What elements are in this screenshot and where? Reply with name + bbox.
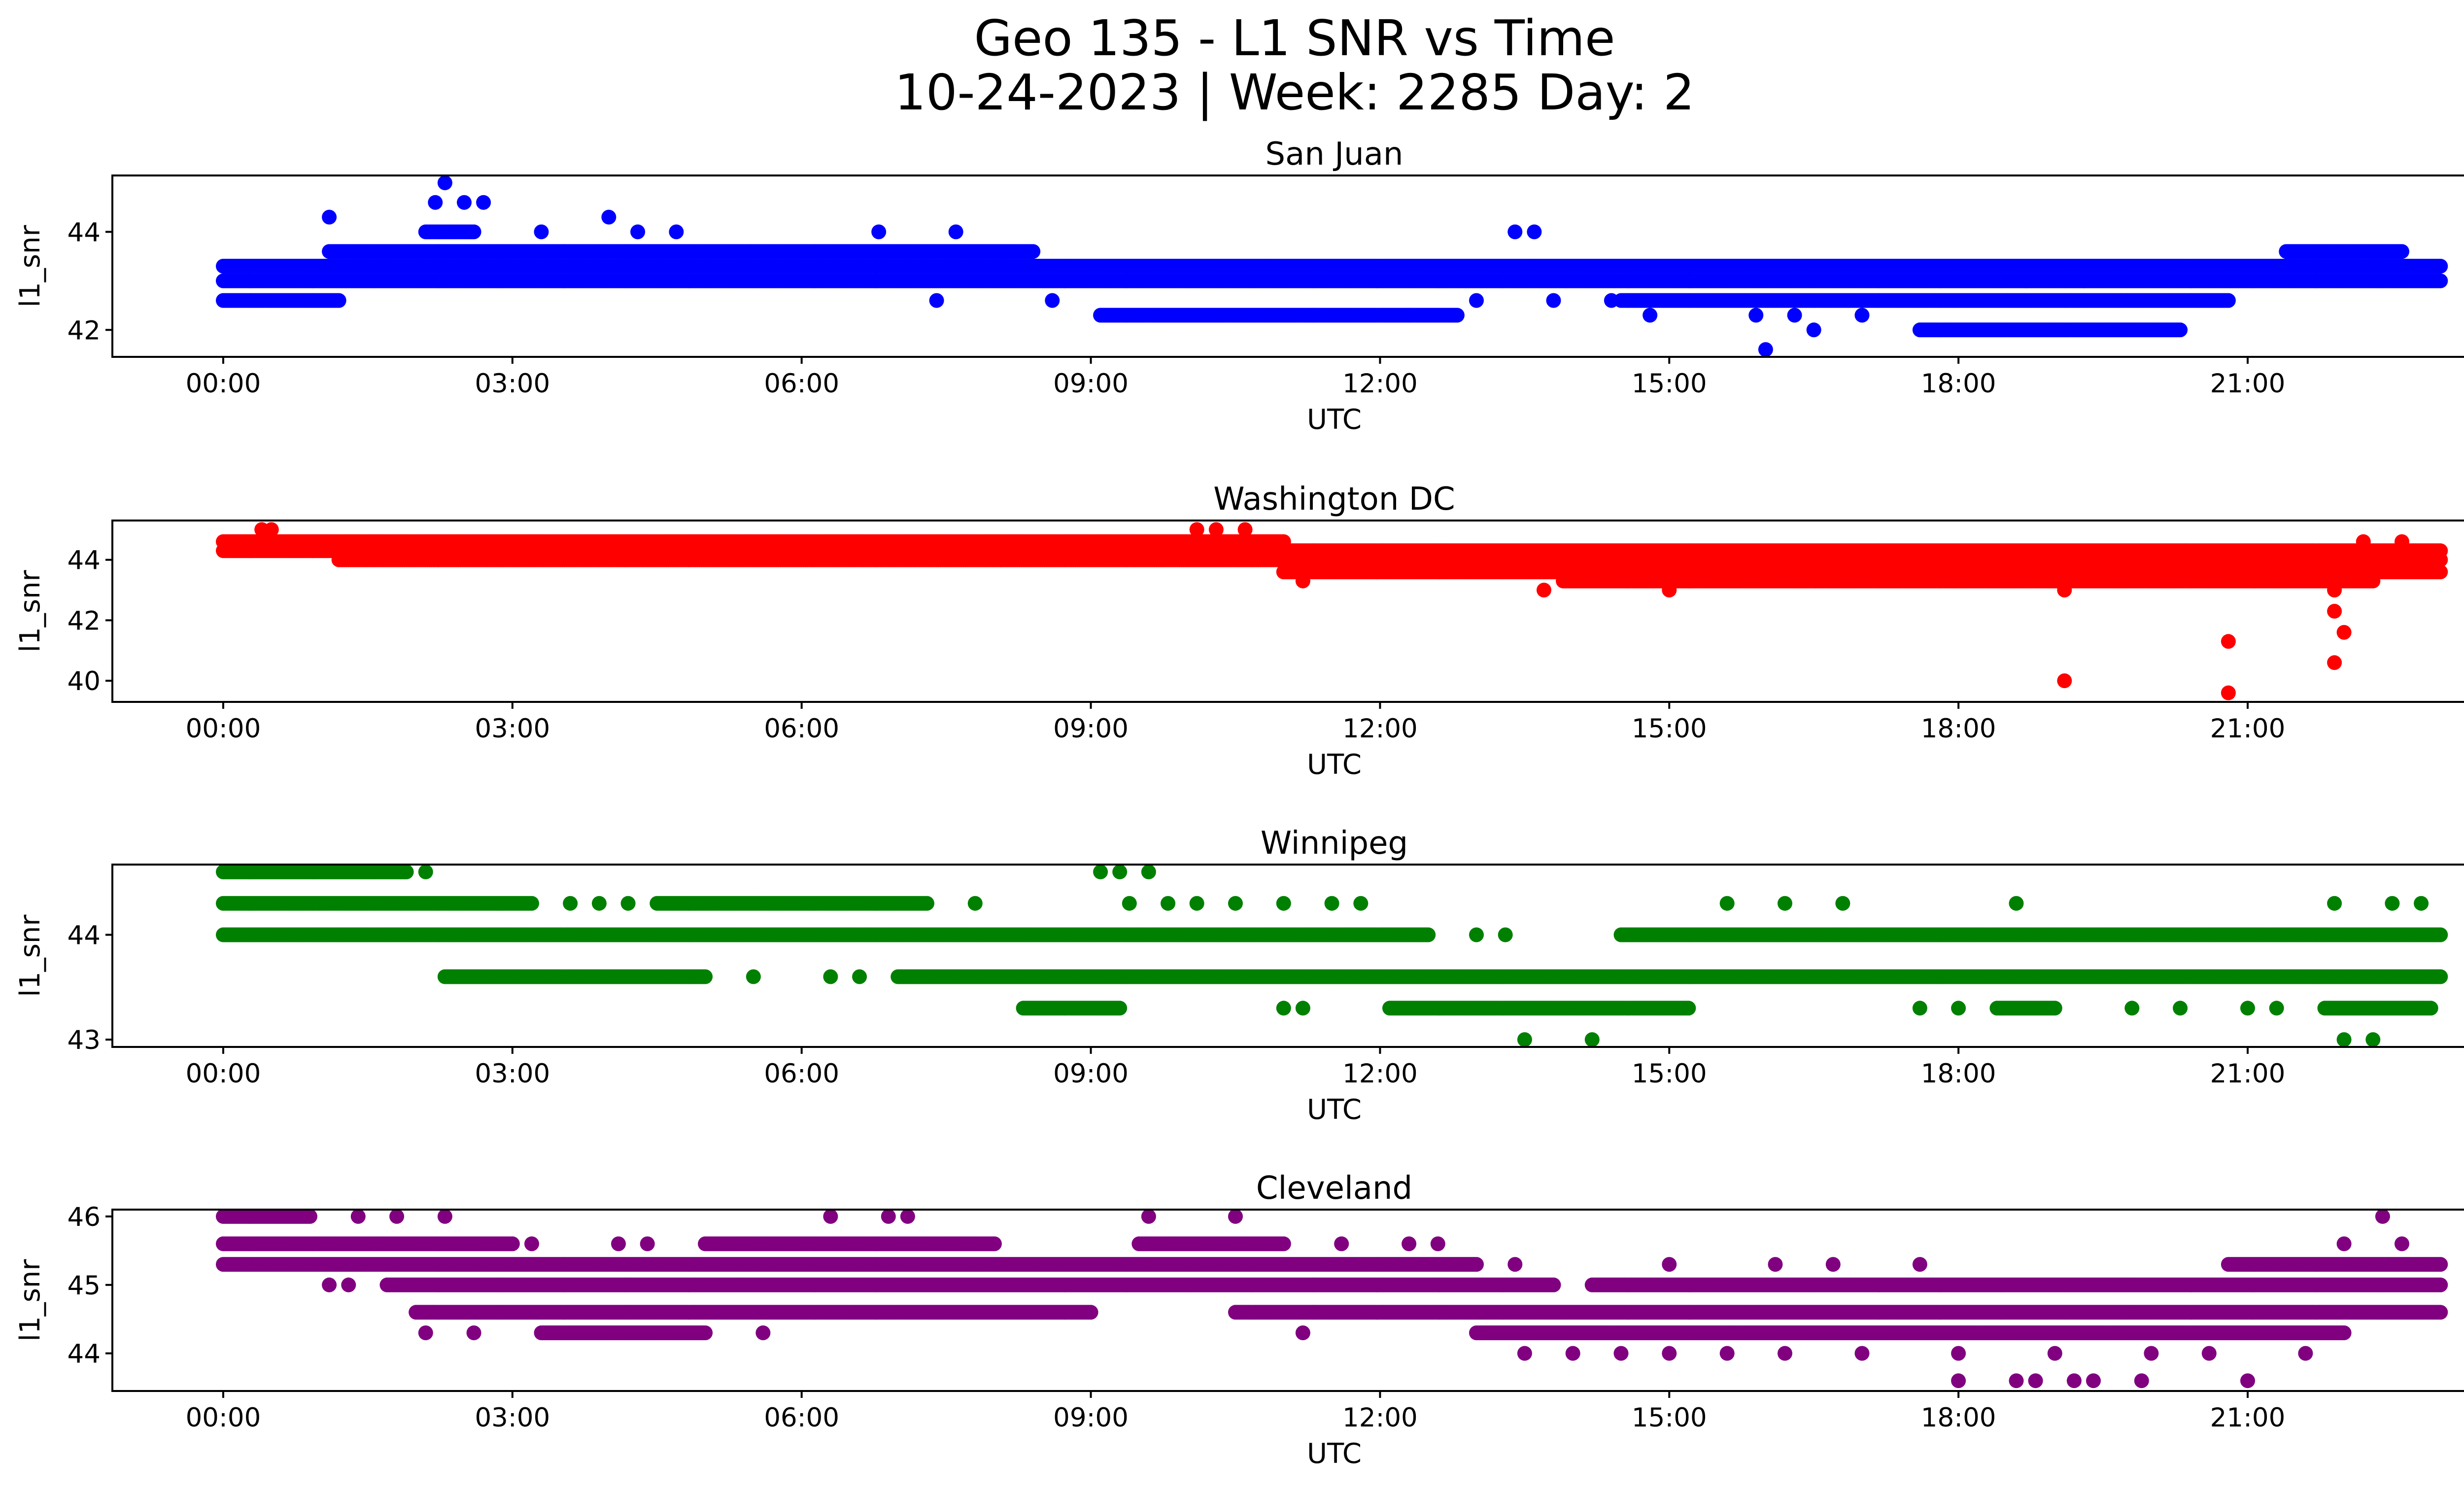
data-point	[476, 195, 491, 210]
data-point	[1758, 342, 1773, 357]
scatter-series	[216, 522, 2448, 700]
x-tick-label: 09:00	[1053, 369, 1129, 399]
axes-frame	[111, 174, 2464, 358]
panel-san-juan: San Juan 00:00 03:00 06:00 09:00 12:00 15:00 18…	[14, 136, 2464, 436]
data-point	[437, 175, 452, 190]
data-point	[1469, 293, 1484, 308]
x-axis-label: UTC	[1307, 404, 1362, 436]
data-point	[2076, 273, 2091, 288]
figure-title-line2: 10-24-2023 | Week: 2285 Day: 2	[894, 64, 1694, 121]
data-point	[1449, 308, 1465, 323]
panel-title: Washington DC	[1213, 481, 1455, 518]
data-point	[669, 224, 684, 240]
data-point	[1806, 322, 1821, 338]
data-point	[322, 209, 337, 225]
data-point	[331, 293, 346, 308]
data-point	[2395, 244, 2409, 259]
data-point	[1045, 293, 1060, 308]
data-point	[601, 209, 616, 225]
data-point	[2019, 273, 2034, 288]
data-point	[1748, 308, 1764, 323]
x-tick-label: 00:00	[186, 369, 261, 399]
data-point	[457, 195, 472, 210]
data-point	[2433, 259, 2448, 274]
x-tick-label: 18:00	[1921, 369, 1996, 399]
scatter-series	[216, 175, 2448, 357]
x-tick-label: 15:00	[1632, 369, 1707, 399]
x-tick-label: 03:00	[475, 369, 550, 399]
data-point	[1546, 293, 1561, 308]
data-point	[1305, 308, 1320, 323]
y-tick-label: 44	[68, 217, 101, 247]
data-point	[1854, 308, 1870, 323]
data-point	[1507, 224, 1523, 240]
figure-title-line1: Geo 135 - L1 SNR vs Time	[974, 9, 1615, 67]
panel-title: San Juan	[1266, 136, 1403, 173]
data-point	[871, 224, 887, 240]
x-tick-label: 21:00	[2210, 369, 2286, 399]
data-point	[1026, 244, 1041, 259]
data-point	[948, 224, 963, 240]
y-tick-label: 42	[68, 315, 101, 346]
data-point	[534, 224, 549, 240]
x-tick-label: 12:00	[1342, 369, 1418, 399]
data-point	[2221, 293, 2236, 308]
data-point	[929, 293, 944, 308]
data-point	[1604, 293, 1619, 308]
data-point	[1643, 308, 1658, 323]
data-point	[1527, 224, 1542, 240]
data-point	[1402, 308, 1417, 323]
data-point	[428, 195, 443, 210]
x-tick-label: 06:00	[764, 369, 839, 399]
data-point	[1787, 308, 1802, 323]
data-point	[466, 224, 481, 240]
y-axis-label: l1_snr	[14, 225, 46, 308]
data-point	[2173, 322, 2188, 338]
data-point	[630, 224, 646, 240]
data-point	[2433, 273, 2448, 288]
